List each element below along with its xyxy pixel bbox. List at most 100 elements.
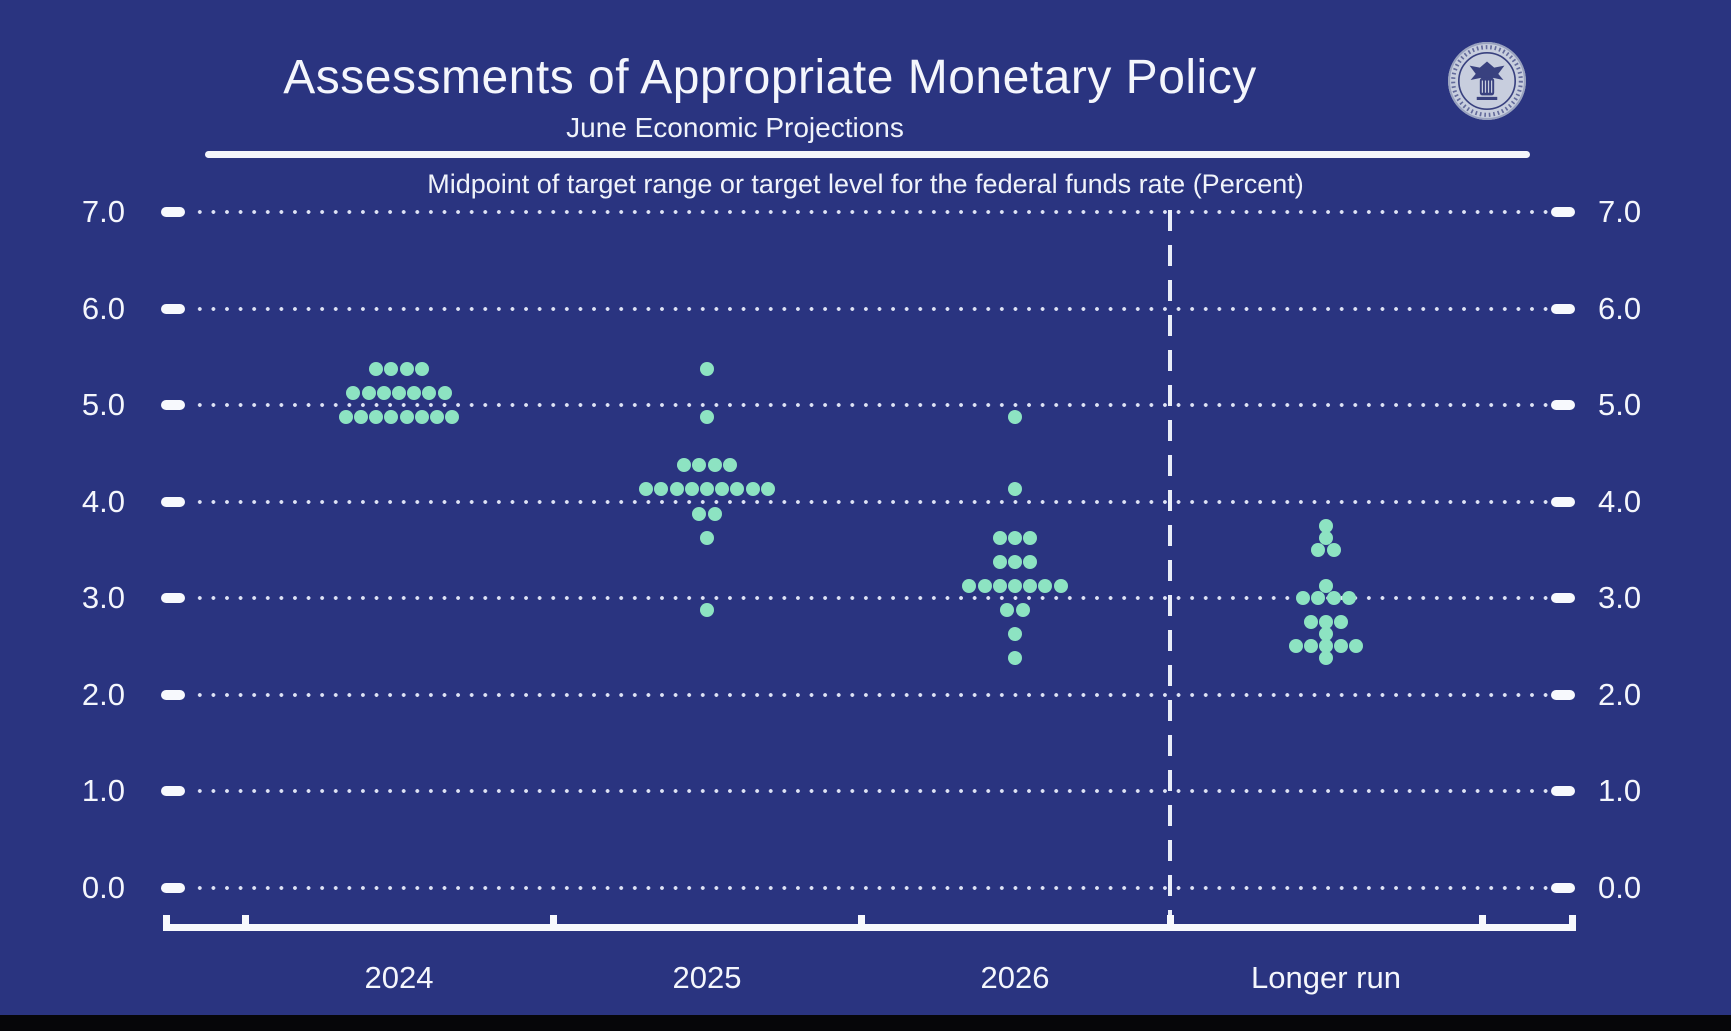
projection-dot-2024-4.875 [354,410,368,425]
gridline-2.0 [193,692,1548,697]
x-axis-baseline [163,924,1576,931]
letterbox-strip [0,1015,1731,1031]
y-axis-label-right-4.0: 4.0 [1598,483,1642,519]
projection-dot-2025-3.625 [700,530,714,545]
projection-dot-2025-4.375 [677,458,692,473]
projection-dot-2024-5.375 [369,361,384,376]
projection-dot-2026-2.625 [1008,627,1022,642]
y-axis-label-left-4.0: 4.0 [81,483,125,519]
federal-reserve-seal-icon [1446,40,1528,122]
projection-dot-2024-5.375 [414,361,429,376]
y-axis-label-right-5.0: 5.0 [1598,387,1642,422]
projection-dot-2024-5.375 [384,361,399,376]
projection-dot-2025-4.125 [745,482,760,497]
projection-dot-longer-run-3.125 [1319,578,1333,593]
x-axis-label-2025: 2025 [672,960,742,995]
y-axis-label-left-3.0: 3.0 [81,580,125,615]
y-axis-label-right-1.0: 1.0 [1598,773,1642,808]
gridline-6.0 [193,306,1548,311]
projection-dot-2026-3.625 [1008,530,1022,545]
axis-tick-pill-right-6.0 [1551,303,1575,314]
projection-dot-2026-4.875 [1008,410,1022,425]
axis-tick-pill-left-5.0 [161,400,185,410]
projection-dot-longer-run-2.5 [1319,639,1333,654]
axis-tick-pill-right-5.0 [1551,400,1575,410]
projection-dot-longer-run-3.0 [1341,591,1356,605]
gridline-1.0 [193,789,1548,793]
projection-dot-2024-4.875 [430,410,444,425]
y-axis-label-left-0.0: 0.0 [81,869,125,905]
y-axis-label-left-2.0: 2.0 [81,676,125,712]
projection-dot-2025-4.375 [707,458,722,473]
x-axis-tick-4 [1478,915,1486,924]
projection-dot-2025-4.125 [669,482,684,497]
projection-dot-longer-run-2.5 [1334,639,1349,654]
x-axis-tick-2 [857,915,865,924]
projection-dot-longer-run-2.75 [1319,615,1333,630]
y-axis-label-left-5.0: 5.0 [81,387,125,422]
projection-dot-longer-run-2.75 [1303,615,1318,630]
projection-dot-2026-2.875 [1000,603,1015,618]
page-subtitle: June Economic Projections [566,112,904,143]
projection-dot-2025-4.125 [700,482,714,497]
projection-dot-2024-5.125 [422,385,437,400]
y-axis-label-right-2.0: 2.0 [1598,676,1642,712]
page-title: Assessments of Appropriate Monetary Poli… [283,51,1257,104]
projection-dot-2025-4.125 [760,482,775,497]
projection-dot-2025-4.875 [700,410,714,425]
projection-dot-longer-run-3.5 [1326,542,1341,557]
projection-dot-longer-run-3.5 [1311,542,1326,557]
x-axis-label-2026: 2026 [980,960,1050,995]
y-axis-label-left-1.0: 1.0 [81,773,125,808]
y-axis-label-right-0.0: 0.0 [1598,869,1642,905]
y-axis-label-left-6.0: 6.0 [81,290,125,326]
projection-dot-longer-run-2.625 [1319,627,1333,642]
axis-tick-pill-right-7.0 [1551,207,1575,217]
projection-dot-2026-3.125 [1038,578,1053,593]
projection-dot-2025-2.875 [700,603,714,618]
projection-dot-2025-4.125 [684,482,699,497]
projection-dot-longer-run-3.625 [1319,530,1333,545]
projection-dot-2024-5.125 [346,385,361,400]
projection-dot-2024-4.875 [369,410,384,425]
projection-dot-2025-4.125 [730,482,745,497]
longer-run-separator-line [1168,210,1172,926]
projection-dot-2025-4.125 [639,482,654,497]
axis-tick-pill-right-4.0 [1551,496,1575,507]
projection-dot-2024-4.875 [399,410,414,425]
axis-tick-pill-left-3.0 [161,593,185,603]
projection-dot-2026-3.625 [1023,530,1038,545]
gridline-0.0 [193,885,1548,890]
projection-dot-2025-4.375 [722,458,737,473]
x-axis-tick-3 [1166,915,1174,924]
projection-dot-2024-5.375 [399,361,414,376]
projection-dot-2026-3.125 [1053,578,1068,593]
axis-tick-pill-right-2.0 [1551,689,1575,700]
gridline-5.0 [193,403,1548,407]
axis-tick-pill-left-4.0 [161,496,185,507]
axis-tick-pill-left-7.0 [161,207,185,217]
y-axis-label-right-6.0: 6.0 [1598,290,1642,326]
projection-dot-longer-run-2.75 [1334,615,1349,630]
axis-tick-pill-left-2.0 [161,689,185,700]
projection-dot-2025-4.125 [654,482,669,497]
projection-dot-2024-5.125 [407,385,422,400]
projection-dot-2026-3.375 [1023,554,1038,569]
header-divider [205,151,1530,158]
projection-dot-2024-5.125 [437,385,452,400]
projection-dot-longer-run-2.5 [1288,639,1303,654]
projection-dot-2026-3.375 [1008,554,1022,569]
projection-dot-2024-4.875 [414,410,429,425]
x-axis-tick-1 [549,915,557,924]
x-axis-label-longer-run: Longer run [1251,960,1401,995]
projection-dot-2024-5.125 [392,385,406,400]
projection-dot-longer-run-3.0 [1311,591,1326,605]
projection-dot-longer-run-3.0 [1296,591,1311,605]
axis-tick-pill-left-1.0 [161,786,185,796]
projection-dot-2025-3.875 [707,506,722,521]
axis-tick-pill-right-3.0 [1551,593,1575,603]
projection-dot-longer-run-3.0 [1326,591,1341,605]
projection-dot-2026-3.125 [1008,578,1022,593]
projection-dot-longer-run-2.375 [1319,651,1333,666]
